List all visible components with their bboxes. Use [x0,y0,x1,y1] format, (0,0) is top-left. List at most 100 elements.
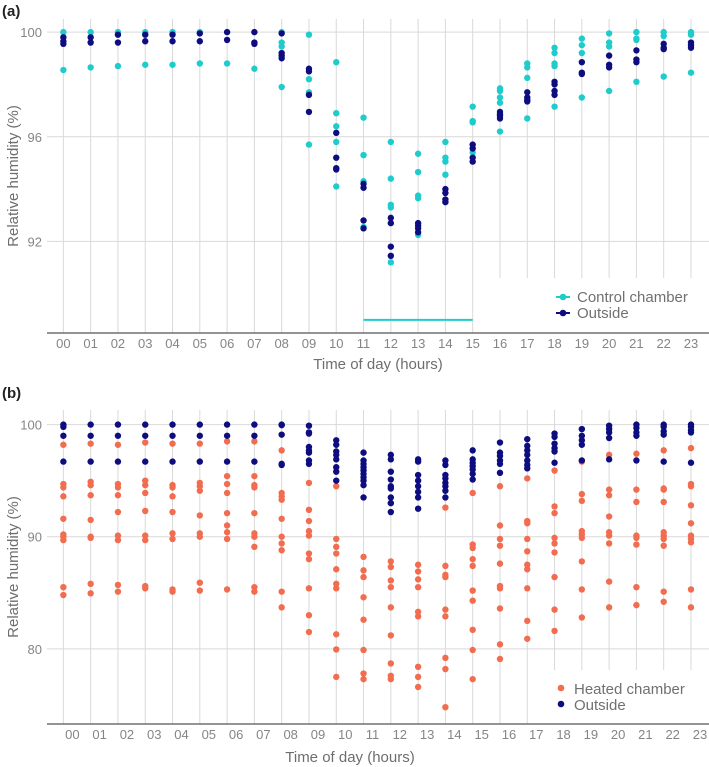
data-point-heated-chamber [60,493,67,500]
data-point-heated-chamber [551,503,558,510]
data-point-heated-chamber [469,646,476,654]
x-tick-label: 13 [420,727,434,742]
data-point-outside [60,423,67,431]
data-point-outside [633,424,640,432]
data-point-heated-chamber [633,450,640,457]
panel-label-a: (a) [2,3,20,20]
legend-label-heated: Heated chamber [574,681,685,698]
x-tick-label: 14 [447,727,461,742]
data-point-heated-chamber [578,614,586,621]
data-point-outside [60,458,67,465]
data-point-heated-chamber [414,608,422,616]
data-point-control-chamber [496,128,504,135]
data-point-heated-chamber [223,586,231,593]
data-point-outside [169,421,176,428]
data-point-heated-chamber [223,522,231,529]
data-point-heated-chamber [387,632,395,639]
data-point-heated-chamber [333,646,340,653]
data-point-heated-chamber [305,612,313,619]
x-tick-label: 17 [529,727,543,742]
x-tick-label: 15 [465,336,479,351]
data-point-heated-chamber [442,665,449,673]
legend-b: Heated chamber Outside [557,681,685,714]
data-point-heated-chamber [169,508,176,516]
data-point-heated-chamber [87,440,94,447]
data-point-heated-chamber [333,535,340,543]
data-point-control-chamber [414,195,422,202]
data-point-heated-chamber [251,588,258,595]
data-point-heated-chamber [605,532,613,539]
data-point-heated-chamber [333,483,340,490]
data-point-outside [360,225,367,232]
data-point-outside [387,456,395,463]
data-point-heated-chamber [196,533,204,540]
data-point-outside [60,40,67,48]
data-point-heated-chamber [278,533,285,540]
data-point-outside [605,434,613,442]
data-point-heated-chamber [251,533,258,540]
data-point-control-chamber [578,35,586,42]
data-point-heated-chamber [469,544,476,552]
data-point-heated-chamber [223,535,231,543]
data-point-control-chamber [387,259,395,266]
data-point-outside [251,458,258,465]
data-point-heated-chamber [251,583,258,591]
data-point-heated-chamber [305,527,313,535]
data-point-outside [87,458,94,465]
data-point-outside [469,476,476,483]
data-point-control-chamber [251,65,258,72]
data-point-heated-chamber [551,540,558,547]
data-point-heated-chamber [60,536,67,544]
data-point-outside [633,457,640,464]
data-point-heated-chamber [360,675,367,683]
x-tick-label: 02 [111,336,125,351]
data-point-heated-chamber [223,438,231,445]
data-point-outside [387,499,395,507]
x-tick-label: 00 [65,727,79,742]
data-point-heated-chamber [578,497,586,505]
data-point-heated-chamber [660,486,667,493]
data-point-outside [660,458,667,465]
x-tick-label: 18 [556,727,570,742]
x-tick-label: 06 [220,336,234,351]
data-point-control-chamber [360,114,367,121]
data-point-outside [87,39,94,46]
data-point-heated-chamber [660,542,667,549]
data-point-outside [578,432,586,439]
data-point-outside [142,421,149,428]
data-point-outside [414,477,422,484]
data-point-heated-chamber [551,549,558,556]
data-point-control-chamber [387,138,395,146]
data-point-heated-chamber [278,588,285,595]
data-point-heated-chamber [660,498,667,506]
data-point-heated-chamber [496,585,504,592]
x-tick-label: 07 [247,336,261,351]
data-point-heated-chamber [387,577,395,584]
data-point-heated-chamber [687,502,695,509]
data-point-heated-chamber [196,487,204,494]
data-point-control-chamber [305,75,313,83]
data-point-heated-chamber [278,515,285,522]
data-point-heated-chamber [633,583,640,591]
x-tick-label: 19 [575,336,589,351]
data-point-heated-chamber [469,587,476,594]
data-point-outside [660,423,667,431]
data-point-outside [414,488,422,496]
data-point-control-chamber [633,78,640,86]
data-point-outside [196,432,204,439]
data-point-control-chamber [333,110,340,117]
data-point-heated-chamber [633,541,640,548]
data-point-control-chamber [578,94,586,101]
data-point-heated-chamber [496,483,504,490]
data-point-heated-chamber [496,560,504,567]
legend-label-outside-b: Outside [574,697,626,714]
data-point-heated-chamber [524,520,531,527]
data-point-heated-chamber [114,532,122,539]
data-point-control-chamber [278,83,285,91]
x-tick-label: 20 [602,336,616,351]
data-point-outside [278,30,285,37]
data-point-heated-chamber [414,683,422,691]
data-point-outside [333,468,340,475]
data-point-heated-chamber [387,563,395,571]
data-point-outside [305,449,313,456]
